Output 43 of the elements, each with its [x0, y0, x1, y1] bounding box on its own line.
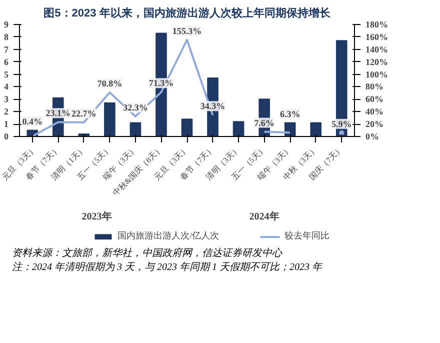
data-label: 5.9%: [331, 118, 352, 129]
y2-tick-label: 40%: [366, 106, 384, 117]
data-label: 0.4%: [22, 116, 43, 126]
chart-title: 图5：2023 年以来，国内旅游出游人次较上年同期保持增长: [44, 6, 332, 20]
data-label: 23.1%: [46, 108, 71, 118]
bar: [310, 122, 322, 136]
text: 2024年: [249, 210, 280, 222]
y-tick-label: 9: [4, 20, 9, 30]
bar: [130, 122, 142, 136]
text: 注：2024 年清明假期为 3 天，与 2023 年同期 1 天假期不可比；2023 年: [12, 261, 322, 275]
bar: [232, 121, 244, 136]
y2-tick-label: 160%: [366, 32, 388, 42]
y2-tick-label: 20%: [366, 119, 384, 130]
y-tick-label: 7: [4, 44, 9, 54]
data-label: 155.3%: [172, 26, 202, 36]
y2-tick-label: 180%: [366, 20, 388, 30]
y2-tick-label: 100%: [366, 69, 388, 80]
data-label: 71.3%: [148, 78, 174, 88]
data-label: 32.3%: [123, 102, 148, 112]
y-tick-label: 4: [4, 82, 9, 92]
legend-label: 国内旅游出游人次/亿人次: [118, 230, 220, 242]
y-tick-label: 6: [4, 56, 9, 67]
y-tick-label: 1: [4, 119, 9, 130]
y-tick-label: 2: [4, 106, 9, 117]
y-tick-label: 8: [4, 32, 9, 42]
y-tick-label: 5: [4, 69, 9, 80]
y-tick-label: 3: [4, 94, 9, 104]
y2-tick-label: 60%: [366, 94, 384, 104]
data-label: 7.6%: [254, 118, 274, 128]
y2-tick-label: 140%: [366, 44, 388, 54]
text: 资料来源：文旅部，新华社，中国政府网，信达证券研发中心: [12, 247, 282, 261]
legend-label: 较去年同比: [284, 230, 330, 242]
data-label: 70.8%: [97, 78, 122, 88]
data-label: 22.7%: [72, 108, 96, 118]
y2-tick-label: 0%: [366, 132, 379, 142]
data-label: 6.3%: [280, 108, 300, 119]
bar: [181, 118, 193, 136]
text: 2023年: [82, 210, 112, 222]
y2-tick-label: 120%: [366, 56, 388, 67]
y2-tick-label: 80%: [366, 82, 384, 92]
y-tick-label: 0: [4, 132, 9, 142]
data-label: 34.3%: [200, 101, 226, 112]
bar: [104, 102, 116, 136]
